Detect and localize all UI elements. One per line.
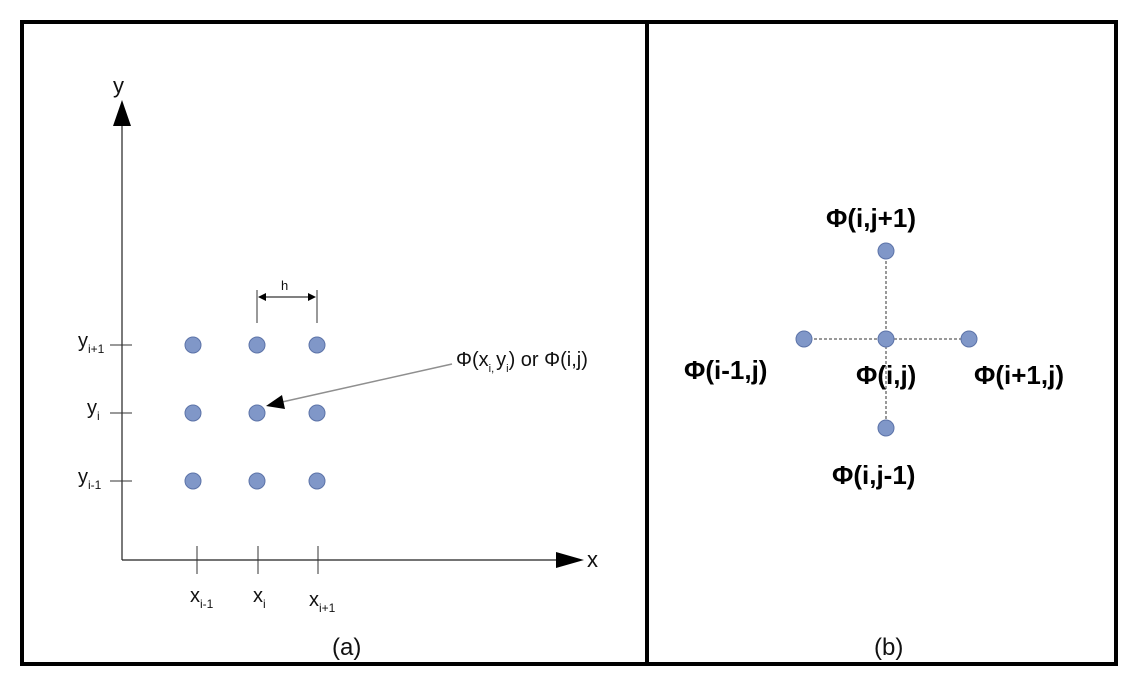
callout-tail: ) or Φ(i,j)	[509, 349, 588, 371]
stencil-label-top: Φ(i,j+1)	[826, 203, 916, 233]
callout-arrowhead	[266, 395, 285, 409]
callout-arrow-line	[281, 363, 453, 403]
callout-label: Φ(xi, yi) or Φ(i,j)	[456, 349, 588, 375]
grid-node	[184, 336, 202, 354]
stencil-label-center: Φ(i,j)	[856, 360, 916, 390]
grid-nodes	[184, 336, 326, 490]
stencil-node-right	[960, 330, 978, 348]
y-tick-base: y	[78, 330, 88, 352]
y-tick-label: yi-1	[78, 466, 102, 492]
grid-node	[184, 404, 202, 422]
callout-phi: Φ(x	[456, 349, 489, 371]
spacing-arrowhead-right	[308, 293, 316, 301]
x-axis-label: x	[587, 547, 598, 572]
y-tick-sub: i-1	[88, 478, 102, 492]
stencil-node-left	[795, 330, 813, 348]
callout-sub1: i	[489, 363, 491, 375]
stencil-node-center	[877, 330, 895, 348]
y-axis-label: y	[113, 73, 124, 98]
x-tick-label: xi+1	[309, 589, 336, 615]
grid-node	[308, 404, 326, 422]
grid-node	[248, 472, 266, 490]
panel-b-caption: (b)	[874, 634, 903, 661]
callout-comma: ,	[491, 363, 494, 375]
panel-b: Φ(i,j+1) Φ(i-1,j) Φ(i,j) Φ(i+1,j) Φ(i,j-…	[684, 203, 1064, 661]
x-tick-base: x	[190, 585, 200, 607]
x-tick-label: xi	[253, 585, 266, 611]
stencil-node-top	[877, 242, 895, 260]
grid-node	[308, 472, 326, 490]
grid-node	[308, 336, 326, 354]
y-axis-arrowhead	[113, 100, 131, 126]
y-tick-base: y	[87, 397, 97, 419]
y-tick-sub: i	[97, 409, 100, 423]
panel-a: y x yi+1 yi yi-1 xi-1 xi xi+1	[78, 73, 598, 661]
y-tick-label: yi+1	[78, 330, 105, 356]
x-tick-label: xi-1	[190, 585, 214, 611]
stencil-label-left: Φ(i-1,j)	[684, 355, 767, 385]
grid-node-center	[248, 404, 266, 422]
callout-sub2: i	[506, 363, 508, 375]
spacing-label: h	[281, 278, 288, 293]
x-axis-arrowhead	[556, 552, 584, 568]
stencil-node-bottom	[877, 419, 895, 437]
panel-a-caption: (a)	[332, 634, 361, 661]
stencil-label-bottom: Φ(i,j-1)	[832, 460, 915, 490]
y-tick-base: y	[78, 466, 88, 488]
y-tick-label: yi	[87, 397, 100, 423]
x-tick-base: x	[309, 589, 319, 611]
panel-b-frame	[645, 20, 1118, 666]
x-tick-sub: i	[263, 597, 266, 611]
callout-y: y	[496, 349, 506, 371]
x-tick-sub: i-1	[200, 597, 214, 611]
spacing-arrowhead-left	[258, 293, 266, 301]
y-tick-sub: i+1	[88, 342, 105, 356]
stencil-label-right: Φ(i+1,j)	[974, 360, 1064, 390]
x-tick-sub: i+1	[319, 601, 336, 615]
grid-node	[248, 336, 266, 354]
grid-node	[184, 472, 202, 490]
x-tick-base: x	[253, 585, 263, 607]
